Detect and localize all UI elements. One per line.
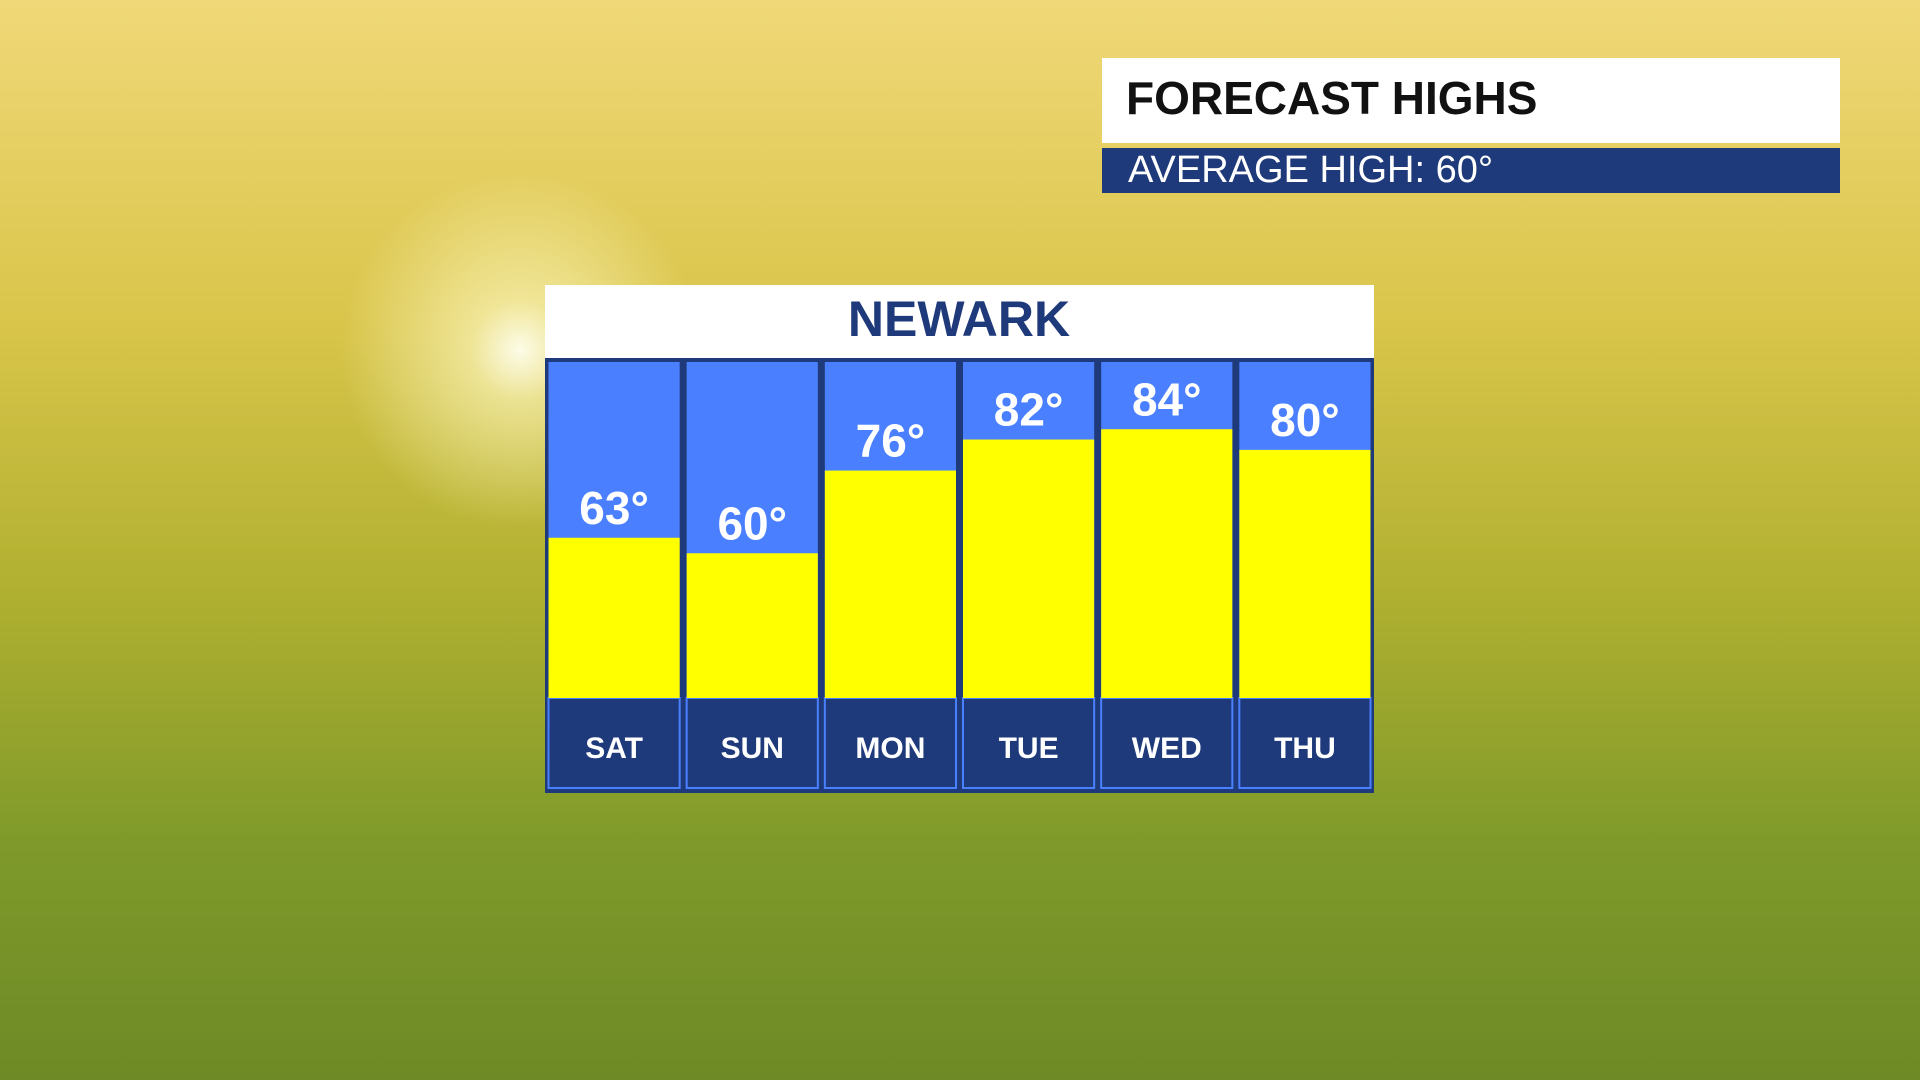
value-label: 63° bbox=[579, 482, 649, 534]
value-label: 80° bbox=[1270, 394, 1340, 446]
subtitle-bar bbox=[1102, 148, 1840, 193]
value-label: 76° bbox=[856, 415, 926, 467]
header-box bbox=[1102, 58, 1840, 143]
day-cell bbox=[685, 697, 819, 789]
bar bbox=[686, 553, 818, 698]
day-cell bbox=[962, 697, 1096, 789]
x-tick-label: TUE bbox=[999, 732, 1059, 765]
panel bbox=[545, 358, 1374, 793]
location-title: NEWARK bbox=[848, 291, 1070, 347]
day-cell bbox=[1238, 697, 1372, 789]
chart-title: FORECAST HIGHS bbox=[1126, 72, 1537, 124]
x-tick-label: SUN bbox=[721, 732, 784, 765]
x-tick-label: SAT bbox=[585, 732, 643, 765]
bar bbox=[1101, 429, 1233, 698]
value-label: 82° bbox=[994, 384, 1064, 436]
chart-subtitle: AVERAGE HIGH: 60° bbox=[1128, 149, 1493, 191]
value-label: 84° bbox=[1132, 373, 1202, 425]
location-box bbox=[545, 285, 1374, 358]
bar bbox=[1239, 449, 1371, 698]
value-label: 60° bbox=[717, 497, 787, 549]
x-tick-label: THU bbox=[1274, 732, 1336, 765]
x-tick-label: WED bbox=[1132, 732, 1202, 765]
day-cell bbox=[1100, 697, 1234, 789]
bar bbox=[548, 537, 680, 698]
bar bbox=[963, 439, 1095, 698]
bar bbox=[824, 470, 956, 698]
x-tick-label: MON bbox=[855, 732, 925, 765]
